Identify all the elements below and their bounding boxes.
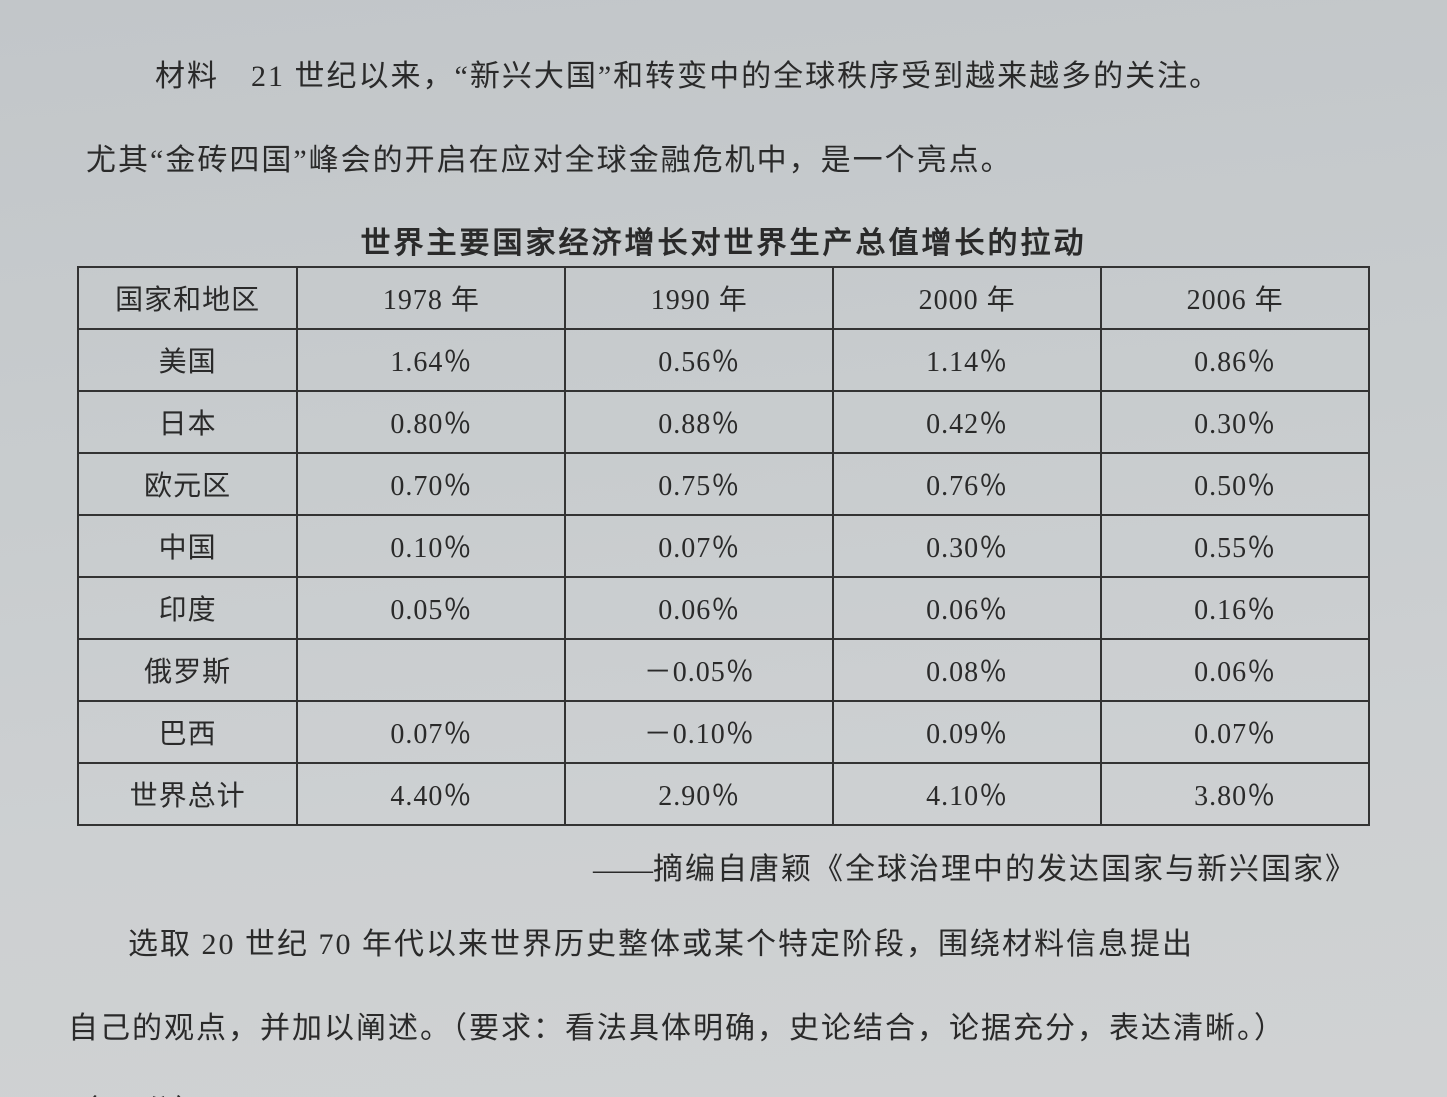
cell-value: 0.07％ bbox=[565, 515, 833, 577]
cell-value bbox=[297, 639, 565, 701]
cell-value: 0.76％ bbox=[833, 453, 1101, 515]
data-table: 国家和地区 1978 年 1990 年 2000 年 2006 年 美国 1.6… bbox=[77, 266, 1370, 826]
cell-region: 巴西 bbox=[78, 701, 297, 763]
cell-value: 0.09％ bbox=[833, 701, 1101, 763]
cell-value: 0.10％ bbox=[297, 515, 565, 577]
table-body: 美国 1.64％ 0.56％ 1.14％ 0.86％ 日本 0.80％ 0.88… bbox=[78, 329, 1369, 825]
cell-value: 2.90％ bbox=[565, 763, 833, 825]
material-intro-line2: 尤其“金砖四国”峰会的开启在应对全球金融危机中，是一个亮点。 bbox=[50, 134, 1397, 188]
col-header-1978: 1978 年 bbox=[297, 267, 565, 329]
cell-value: 0.75％ bbox=[565, 453, 833, 515]
cell-value: 0.07％ bbox=[1101, 701, 1369, 763]
cell-value: 0.16％ bbox=[1101, 577, 1369, 639]
table-header-row: 国家和地区 1978 年 1990 年 2000 年 2006 年 bbox=[78, 267, 1369, 329]
source-citation: ——摘编自唐颖《全球治理中的发达国家与新兴国家》 bbox=[50, 844, 1397, 888]
question-line2: 自己的观点，并加以阐述。（要求：看法具体明确，史论结合，论据充分，表达清晰。） bbox=[50, 1002, 1397, 1056]
table-row: 日本 0.80％ 0.88％ 0.42％ 0.30％ bbox=[78, 391, 1369, 453]
cell-value: 0.30％ bbox=[1101, 391, 1369, 453]
page-scan: 材料 21 世纪以来，“新兴大国”和转变中的全球秩序受到越来越多的关注。 尤其“… bbox=[0, 0, 1447, 1097]
cell-value: 0.56％ bbox=[565, 329, 833, 391]
cell-value: 0.07％ bbox=[297, 701, 565, 763]
cell-region: 欧元区 bbox=[78, 453, 297, 515]
cell-region: 俄罗斯 bbox=[78, 639, 297, 701]
table-row: 巴西 0.07％ －0.10％ 0.09％ 0.07％ bbox=[78, 701, 1369, 763]
cell-value: 0.55％ bbox=[1101, 515, 1369, 577]
cell-value: 0.86％ bbox=[1101, 329, 1369, 391]
cell-value: 0.80％ bbox=[297, 391, 565, 453]
source-dash: —— bbox=[593, 853, 653, 886]
table-row: 俄罗斯 －0.05％ 0.08％ 0.06％ bbox=[78, 639, 1369, 701]
source-text: 摘编自唐颖《全球治理中的发达国家与新兴国家》 bbox=[653, 853, 1357, 886]
cell-region: 美国 bbox=[78, 329, 297, 391]
col-header-2000: 2000 年 bbox=[833, 267, 1101, 329]
material-intro-line1: 材料 21 世纪以来，“新兴大国”和转变中的全球秩序受到越来越多的关注。 bbox=[50, 50, 1397, 104]
cell-value: －0.05％ bbox=[565, 639, 833, 701]
cell-value: 1.14％ bbox=[833, 329, 1101, 391]
table-row: 印度 0.05％ 0.06％ 0.06％ 0.16％ bbox=[78, 577, 1369, 639]
cell-value: 0.70％ bbox=[297, 453, 565, 515]
cell-value: 0.88％ bbox=[565, 391, 833, 453]
table-row: 中国 0.10％ 0.07％ 0.30％ 0.55％ bbox=[78, 515, 1369, 577]
table-row: 世界总计 4.40％ 2.90％ 4.10％ 3.80％ bbox=[78, 763, 1369, 825]
cell-region: 世界总计 bbox=[78, 763, 297, 825]
cell-value: 0.06％ bbox=[565, 577, 833, 639]
question-line1: 选取 20 世纪 70 年代以来世界历史整体或某个特定阶段，围绕材料信息提出 bbox=[50, 918, 1397, 972]
cell-value: 0.30％ bbox=[833, 515, 1101, 577]
question-points: （12 分） bbox=[50, 1086, 1397, 1097]
cell-value: －0.10％ bbox=[565, 701, 833, 763]
col-header-region: 国家和地区 bbox=[78, 267, 297, 329]
table-row: 美国 1.64％ 0.56％ 1.14％ 0.86％ bbox=[78, 329, 1369, 391]
cell-value: 0.06％ bbox=[1101, 639, 1369, 701]
cell-value: 0.05％ bbox=[297, 577, 565, 639]
cell-value: 0.06％ bbox=[833, 577, 1101, 639]
cell-value: 0.42％ bbox=[833, 391, 1101, 453]
cell-value: 0.50％ bbox=[1101, 453, 1369, 515]
cell-value: 1.64％ bbox=[297, 329, 565, 391]
cell-value: 0.08％ bbox=[833, 639, 1101, 701]
cell-value: 3.80％ bbox=[1101, 763, 1369, 825]
col-header-2006: 2006 年 bbox=[1101, 267, 1369, 329]
table-title: 世界主要国家经济增长对世界生产总值增长的拉动 bbox=[50, 218, 1397, 262]
cell-region: 日本 bbox=[78, 391, 297, 453]
cell-value: 4.40％ bbox=[297, 763, 565, 825]
table-row: 欧元区 0.70％ 0.75％ 0.76％ 0.50％ bbox=[78, 453, 1369, 515]
cell-value: 4.10％ bbox=[833, 763, 1101, 825]
cell-region: 印度 bbox=[78, 577, 297, 639]
col-header-1990: 1990 年 bbox=[565, 267, 833, 329]
cell-region: 中国 bbox=[78, 515, 297, 577]
